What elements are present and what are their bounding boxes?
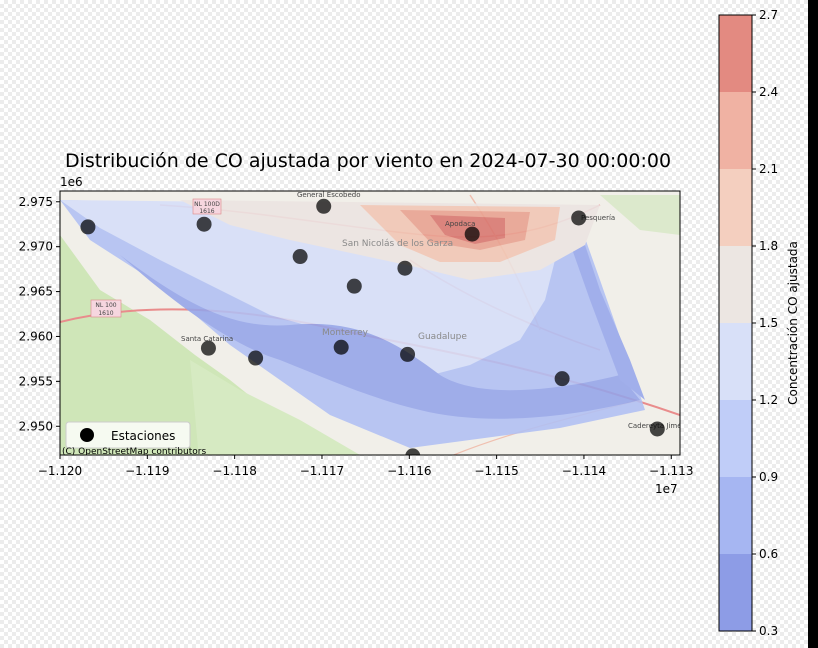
map-features — [60, 194, 680, 455]
station-marker-1 — [80, 219, 96, 235]
colorbar-tick-label-8: 2.7 — [759, 8, 778, 22]
colorbar-tick-label-7: 2.4 — [759, 85, 778, 99]
colorbar-label: Concentración CO ajustada — [786, 241, 800, 405]
map-label-guadalupe: Guadalupe — [418, 332, 467, 342]
x-tick-label-4: −1.116 — [387, 464, 431, 478]
colorbar-band-4 — [719, 246, 752, 323]
colorbar-ticks: 0.3 0.6 0.9 1.2 1.5 1.8 2.1 2.4 2.7 — [752, 8, 778, 638]
x-axis-ticks: −1.120 −1.119 −1.118 −1.117 −1.116 −1.115 −1.1… — [38, 455, 693, 478]
shield-nl100d-name: NL 100D — [194, 201, 220, 208]
station-marker-6 — [397, 260, 413, 276]
y-tick-label-2: 2.960 — [19, 329, 53, 343]
axes-frame — [59, 190, 681, 456]
y-tick-label-5: 2.975 — [19, 195, 53, 209]
colorbar-band-2 — [719, 400, 752, 477]
legend: Estaciones — [65, 421, 191, 449]
x-tick-label-2: −1.118 — [212, 464, 256, 478]
colorbar-bands — [719, 15, 752, 631]
x-tick-label-3: −1.117 — [300, 464, 344, 478]
station-marker-5 — [346, 278, 362, 294]
colorbar-tick-label-1: 0.6 — [759, 547, 778, 561]
station-marker-8 — [571, 210, 587, 226]
map-label-apodaca: Apodaca — [445, 220, 475, 228]
map-label-general-escobedo: General Escobedo — [297, 191, 361, 199]
colorbar-tick-label-3: 1.2 — [759, 393, 778, 407]
colorbar-tick-label-0: 0.3 — [759, 624, 778, 638]
x-tick-label-6: −1.114 — [562, 464, 606, 478]
x-axis-offset: 1e7 — [655, 482, 678, 496]
station-marker-7 — [464, 226, 480, 242]
shield-nl100-number: 1610 — [98, 310, 113, 317]
station-marker-10 — [248, 350, 264, 366]
station-markers — [80, 198, 665, 455]
co-contour-east-edge — [560, 215, 645, 400]
legend-box — [65, 421, 191, 449]
map-label-pesqueria: Pesquería — [581, 214, 615, 222]
legend-label: Estaciones — [111, 429, 175, 443]
station-marker-3 — [316, 198, 332, 214]
x-tick-label-0: −1.120 — [38, 464, 82, 478]
map-label-san-nicolas: San Nicolás de los Garza — [342, 239, 453, 249]
co-contour-layer — [60, 200, 645, 448]
x-tick-label-7: −1.113 — [649, 464, 693, 478]
shield-nl100-name: NL 100 — [95, 302, 116, 309]
colorbar-band-1 — [719, 477, 752, 554]
colorbar-band-7 — [719, 15, 752, 92]
highway-shield-nl100: NL 100 1610 — [90, 299, 122, 318]
colorbar: 0.3 0.6 0.9 1.2 1.5 1.8 2.1 2.4 2.7 Concentració… — [718, 8, 800, 638]
station-marker-12 — [400, 346, 416, 362]
colorbar-band-0 — [719, 554, 752, 631]
shield-nl100d-number: 1616 — [199, 208, 214, 215]
highway-shield-nl100d: NL 100D 1616 — [192, 198, 222, 215]
station-marker-4 — [292, 249, 308, 265]
colorbar-tick-label-2: 0.9 — [759, 470, 778, 484]
y-tick-label-4: 2.970 — [19, 240, 53, 254]
y-tick-label-3: 2.965 — [19, 285, 53, 299]
green-area-northeast — [600, 195, 680, 235]
station-marker-2 — [196, 216, 212, 232]
colorbar-band-6 — [719, 92, 752, 169]
map-attribution: (C) OpenStreetMap contributors — [62, 447, 206, 457]
x-tick-label-1: −1.119 — [125, 464, 169, 478]
station-marker-9 — [200, 340, 216, 356]
y-tick-label-1: 2.955 — [19, 374, 53, 388]
map-label-monterrey: Monterrey — [322, 328, 369, 338]
colorbar-band-5 — [719, 169, 752, 246]
station-marker-14 — [554, 371, 570, 387]
station-marker-11 — [333, 339, 349, 355]
co-contour-0.3-0.6-band — [120, 255, 640, 419]
window-edge — [808, 0, 818, 648]
map-label-santa-catarina: Santa Catarina — [181, 335, 233, 343]
station-marker-13 — [405, 448, 421, 455]
green-area-south — [190, 360, 360, 455]
y-axis-ticks: 2.950 2.955 2.960 2.965 2.970 2.975 — [19, 195, 60, 433]
colorbar-tick-label-5: 1.8 — [759, 239, 778, 253]
station-marker-15 — [649, 421, 665, 437]
y-tick-label-0: 2.950 — [19, 419, 53, 433]
y-axis-offset: 1e6 — [60, 175, 83, 189]
colorbar-band-3 — [719, 323, 752, 400]
colorbar-tick-label-6: 2.1 — [759, 162, 778, 176]
map-area: General Escobedo San Nicolás de los Garz… — [60, 191, 680, 457]
x-tick-label-5: −1.115 — [474, 464, 518, 478]
chart-title: Distribución de CO ajustada por viento e… — [65, 150, 671, 172]
colorbar-tick-label-4: 1.5 — [759, 316, 778, 330]
legend-marker — [80, 428, 94, 442]
